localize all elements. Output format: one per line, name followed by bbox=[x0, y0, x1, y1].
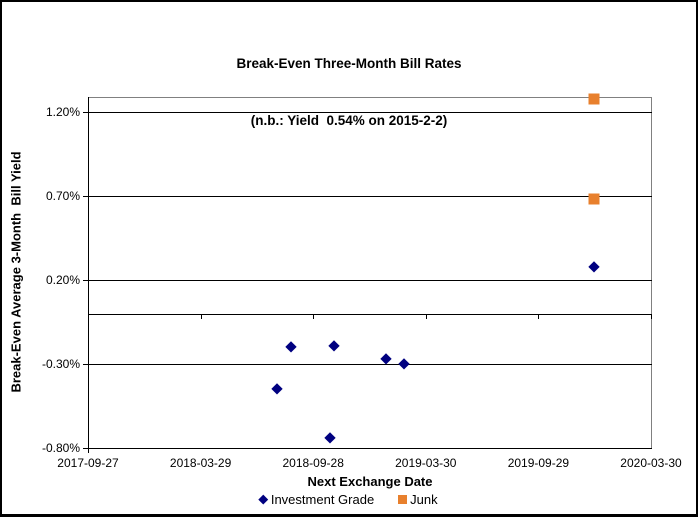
legend: Investment Grade Junk bbox=[0, 491, 698, 508]
y-axis-tick bbox=[83, 280, 88, 282]
data-point-investment-grade bbox=[398, 358, 411, 370]
data-point-investment-grade bbox=[324, 432, 336, 444]
x-axis-tick bbox=[651, 313, 652, 319]
x-tick-label: 2019-03-30 bbox=[395, 456, 457, 470]
x-axis-line bbox=[88, 448, 652, 449]
legend-marker-diamond-icon bbox=[258, 494, 269, 505]
y-axis-tick bbox=[83, 448, 88, 449]
y-axis-tick bbox=[83, 112, 88, 114]
x-axis-tick bbox=[313, 313, 314, 319]
y-axis-tick bbox=[83, 364, 88, 365]
data-point-junk bbox=[588, 193, 600, 205]
x-tick-label: 2019-09-29 bbox=[507, 456, 570, 470]
data-point-junk bbox=[588, 93, 600, 105]
gridline bbox=[88, 364, 652, 365]
x-tick-label: 2018-09-28 bbox=[282, 456, 344, 470]
plot-border-top bbox=[88, 97, 652, 98]
plot-area bbox=[83, 93, 652, 453]
chart-title: Break-Even Three-Month Bill Rates bbox=[236, 56, 462, 71]
x-axis-tick bbox=[426, 313, 427, 319]
y-tick-label: -0.80% bbox=[41, 441, 80, 455]
x-axis-tick bbox=[201, 313, 202, 319]
gridline bbox=[88, 196, 652, 198]
gridline bbox=[88, 280, 652, 282]
y-axis-tick bbox=[83, 196, 88, 198]
data-point-investment-grade bbox=[588, 260, 600, 273]
chart-title-block: Break-Even Three-Month Bill Rates (n.b.:… bbox=[0, 16, 698, 168]
legend-label: Investment Grade bbox=[270, 492, 375, 507]
plot-border-right bbox=[651, 97, 652, 449]
y-tick-label: -0.30% bbox=[41, 357, 80, 371]
legend-marker-square-icon bbox=[398, 495, 408, 504]
y-tick-label: 0.20% bbox=[45, 273, 80, 288]
x-tick-label: 2017-09-27 bbox=[57, 456, 119, 470]
axis-corner-tick bbox=[88, 448, 89, 452]
zero-axis-line bbox=[88, 313, 652, 315]
legend-label: Junk bbox=[410, 492, 438, 507]
x-axis-tick bbox=[538, 313, 539, 319]
chart-subtitle: (n.b.: Yield 0.54% on 2015-2-2) bbox=[250, 113, 448, 128]
data-point-investment-grade bbox=[285, 341, 297, 353]
x-axis-title: Next Exchange Date bbox=[307, 474, 433, 489]
legend-item-investment-grade: Investment Grade bbox=[258, 492, 375, 507]
gridline bbox=[88, 112, 652, 114]
legend-item-junk: Junk bbox=[398, 492, 438, 507]
data-point-investment-grade bbox=[327, 339, 340, 352]
y-axis-line bbox=[88, 97, 89, 453]
x-tick-label: 2018-03-29 bbox=[169, 456, 232, 470]
y-tick-label: 0.70% bbox=[45, 189, 80, 204]
x-axis-tick bbox=[88, 313, 89, 319]
data-point-investment-grade bbox=[271, 383, 283, 395]
y-tick-label: 1.20% bbox=[45, 105, 80, 120]
x-tick-label: 2020-03-30 bbox=[620, 456, 682, 470]
